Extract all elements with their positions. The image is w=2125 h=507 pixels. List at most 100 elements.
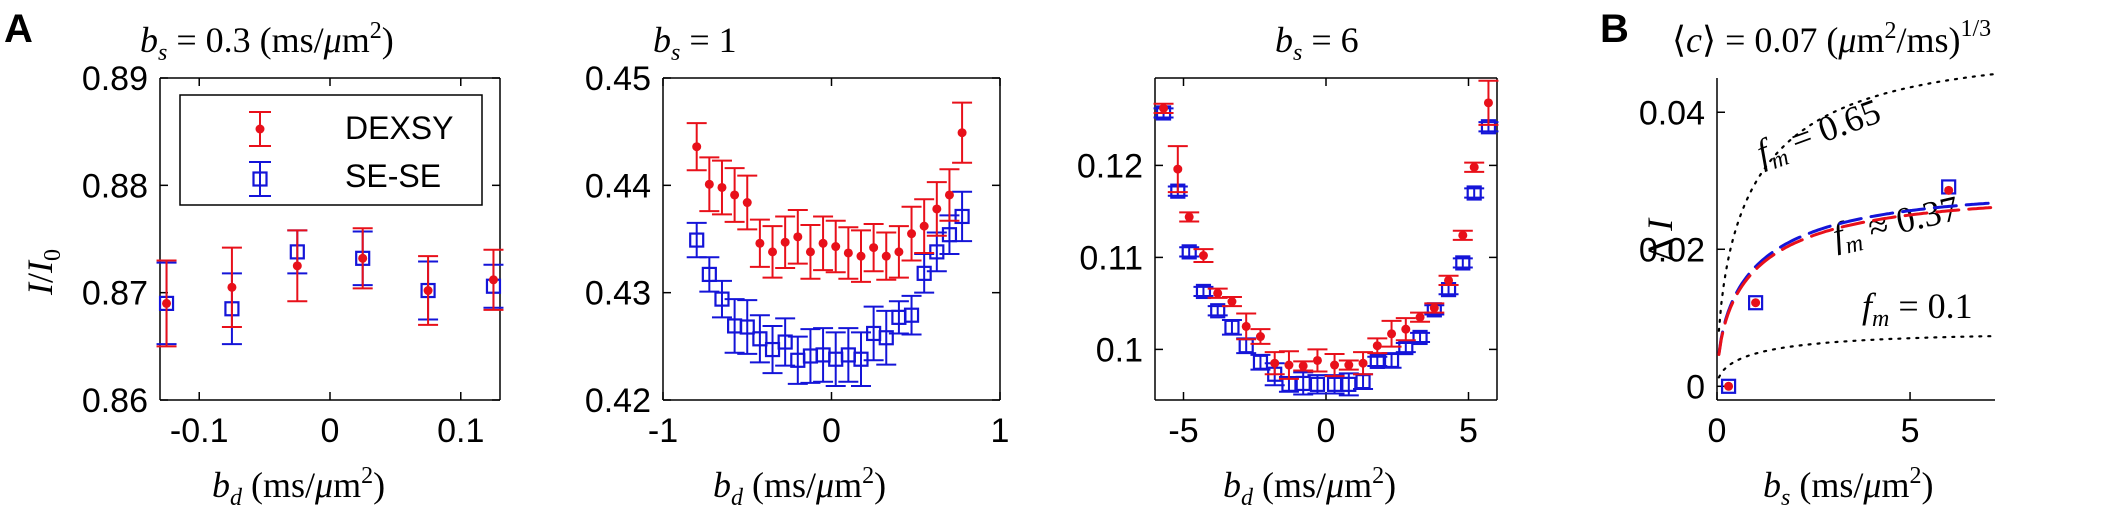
theory-curve: [1717, 205, 1997, 356]
data-point-sese: [1195, 283, 1212, 300]
svg-text:bd (ms/μm2): bd (ms/μm2): [212, 463, 385, 507]
legend-label-dexsy: DEXSY: [345, 110, 453, 146]
data-point-dexsy: [793, 232, 803, 242]
data-point-dexsy: [768, 247, 778, 257]
data-point-dexsy: [1429, 303, 1439, 313]
x-tick-label: -1: [648, 412, 678, 450]
plots: -0.1 0 0.1 0.86 0.87 0.88 0.89 -1 0 1 0.42 0.43 0.44…: [82, 60, 1997, 450]
data-point-sese: [1326, 376, 1343, 392]
panel-4: 0 5 0 0.02 0.04: [1639, 72, 1997, 450]
panel-label-b: B: [1600, 7, 1629, 51]
data-point-dexsy: [1270, 358, 1280, 368]
panel1-ylabel: I/I0: [20, 249, 66, 296]
data-point-dexsy: [1483, 98, 1493, 108]
svg-text:bd (ms/μm2): bd (ms/μm2): [1223, 463, 1396, 507]
data-point-dexsy: [881, 251, 891, 261]
data-point-dexsy: [1184, 212, 1194, 222]
data-point-dexsy: [1358, 358, 1368, 368]
data-point-sese: [1181, 244, 1197, 260]
data-point-dexsy: [907, 229, 917, 239]
data-point-dexsy: [1241, 321, 1251, 331]
data-point-dexsy: [1298, 361, 1308, 371]
data-point-sese: [1295, 375, 1311, 392]
y-tick-label: 0.88: [82, 167, 148, 205]
data-point-sese: [916, 265, 932, 281]
svg-text:bs = 1: bs = 1: [653, 20, 737, 66]
data-point-sese: [1224, 319, 1240, 335]
data-point-dexsy: [869, 243, 879, 253]
data-point-sese: [1748, 295, 1764, 311]
svg-text:Δ I: Δ I: [1640, 217, 1680, 261]
y-tick-label: 0.87: [82, 275, 148, 313]
panel1-title: bs = 0.3 (ms/μm2): [140, 18, 394, 66]
y-tick-label: 0.42: [585, 382, 651, 420]
data-point-dexsy: [1159, 103, 1169, 113]
series-dexsy: [1153, 79, 1499, 380]
data-point-dexsy: [704, 179, 714, 189]
data-point-sese: [1210, 303, 1226, 319]
data-point-sese: [701, 266, 717, 283]
data-point-sese: [941, 227, 958, 243]
legend: DEXSY SE-SE: [179, 94, 483, 206]
y-tick-label: 0.12: [1077, 147, 1143, 185]
data-point-sese: [1383, 352, 1400, 369]
data-point-sese: [853, 351, 869, 367]
series-se-se: [156, 229, 504, 346]
data-point-dexsy: [1387, 329, 1397, 339]
panel3-title: bs = 6: [1275, 20, 1359, 66]
data-point-dexsy: [944, 190, 954, 200]
data-point-sese: [689, 232, 705, 248]
svg-text:bs = 6: bs = 6: [1275, 20, 1359, 66]
data-point-sese: [1466, 185, 1482, 201]
panel-3: -5 0 5 0.1 0.11 0.12: [1077, 77, 1499, 450]
data-point-sese: [929, 244, 945, 260]
data-point-dexsy: [1213, 288, 1223, 298]
svg-text:bd (ms/μm2): bd (ms/μm2): [713, 463, 886, 507]
data-point-sese: [1369, 353, 1385, 369]
data-point-dexsy: [1255, 332, 1265, 342]
data-point-dexsy: [818, 238, 828, 248]
panel-1: -0.1 0 0.1 0.86 0.87 0.88 0.89: [82, 60, 504, 450]
series-dexsy: [686, 101, 973, 283]
x-tick-label: -0.1: [170, 412, 229, 450]
y-tick-label: 0.02: [1639, 231, 1705, 269]
y-tick-label: 0.86: [82, 382, 148, 420]
data-point-dexsy: [919, 221, 929, 231]
data-point-dexsy: [1284, 360, 1294, 370]
theory-curve: [1717, 72, 1997, 332]
data-point-sese: [1720, 378, 1737, 394]
legend-square: [252, 171, 268, 187]
annotation-fm-065: fm = 0.65: [1751, 91, 1886, 175]
data-point-dexsy: [1458, 230, 1468, 240]
data-point-dexsy: [1444, 275, 1454, 285]
data-point-dexsy: [1198, 251, 1208, 261]
data-point-sese: [1309, 376, 1326, 392]
data-point-sese: [878, 330, 894, 346]
data-point-dexsy: [162, 298, 172, 308]
data-point-dexsy: [1227, 297, 1237, 307]
data-point-dexsy: [292, 261, 302, 271]
data-point-dexsy: [957, 128, 967, 138]
panel3-xlabel: bd (ms/μm2): [1223, 463, 1396, 507]
svg-text:fm = 0.1: fm = 0.1: [1862, 286, 1973, 332]
panel4-title: ⟨c⟩ = 0.07 (μm2/ms)1/3: [1672, 16, 1991, 60]
data-point-dexsy: [227, 282, 237, 292]
data-point-dexsy: [1173, 164, 1183, 174]
data-point-dexsy: [692, 142, 702, 152]
data-point-dexsy: [843, 248, 853, 258]
data-point-dexsy: [488, 275, 498, 285]
data-point-dexsy: [932, 204, 942, 214]
data-point-dexsy: [1415, 312, 1425, 322]
data-point-dexsy: [742, 198, 752, 208]
y-tick-label: 0.44: [585, 167, 651, 205]
panel2-title: bs = 1: [653, 20, 737, 66]
data-point-sese: [1455, 255, 1471, 271]
data-point-dexsy: [805, 247, 815, 257]
x-tick-label: -5: [1168, 412, 1198, 450]
panel4-xlabel: bs (ms/μm2): [1763, 463, 1933, 507]
data-point-dexsy: [1751, 298, 1761, 308]
data-point-sese: [954, 208, 970, 225]
x-tick-label: 0: [321, 412, 340, 450]
y-tick-label: 0.45: [585, 60, 651, 98]
panel-label-a: A: [4, 7, 33, 51]
